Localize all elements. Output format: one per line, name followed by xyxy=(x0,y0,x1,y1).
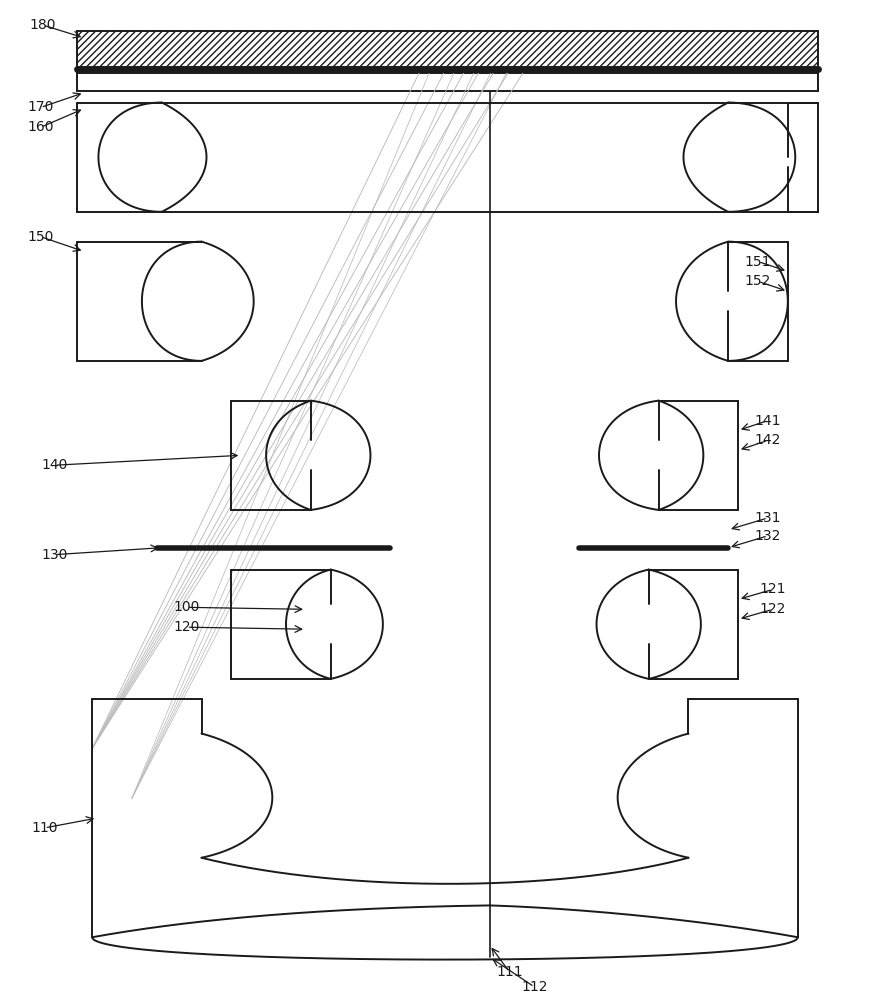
Text: 112: 112 xyxy=(521,980,548,994)
Text: 170: 170 xyxy=(27,100,54,114)
Text: 132: 132 xyxy=(755,529,781,543)
Text: 121: 121 xyxy=(759,582,786,596)
Text: 122: 122 xyxy=(759,602,786,616)
Bar xyxy=(77,31,818,69)
Text: 100: 100 xyxy=(174,600,200,614)
Text: 131: 131 xyxy=(755,511,781,525)
Text: 180: 180 xyxy=(29,18,56,32)
Text: 120: 120 xyxy=(174,620,200,634)
Text: 140: 140 xyxy=(42,458,67,472)
Text: 110: 110 xyxy=(31,821,58,835)
Bar xyxy=(77,73,818,91)
Text: 141: 141 xyxy=(755,414,781,428)
Text: 111: 111 xyxy=(496,965,523,979)
Text: 151: 151 xyxy=(745,255,771,269)
Text: 142: 142 xyxy=(755,433,781,447)
Text: 130: 130 xyxy=(42,548,67,562)
Text: 150: 150 xyxy=(27,230,54,244)
Text: 160: 160 xyxy=(27,120,54,134)
Text: 152: 152 xyxy=(745,274,771,288)
